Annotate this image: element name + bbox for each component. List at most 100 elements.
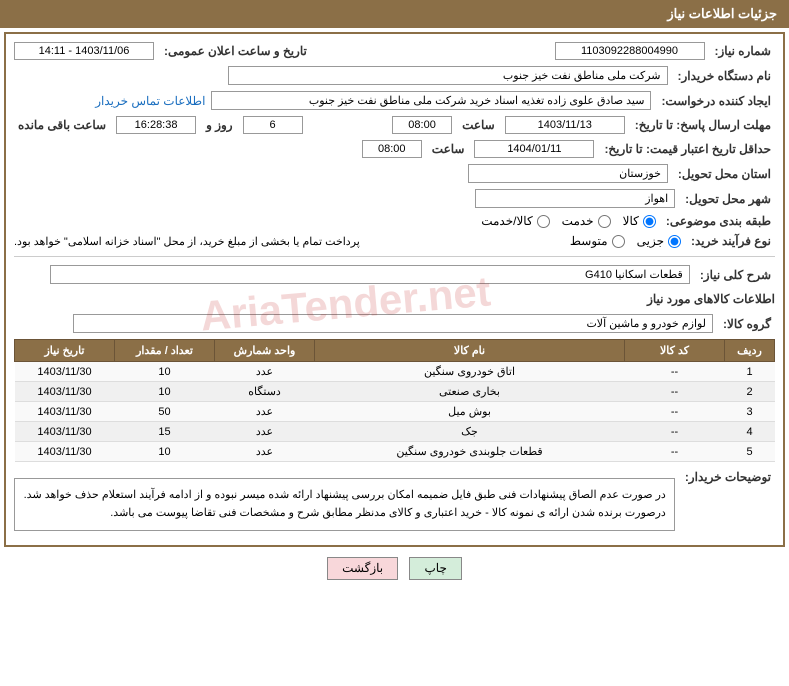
table-cell: عدد [215,362,315,382]
payment-note: پرداخت تمام یا بخشی از مبلغ خرید، از محل… [14,235,360,248]
radio-partial-item[interactable]: جزیی [637,234,681,248]
announce-date-label: تاریخ و ساعت اعلان عمومی: [160,44,311,58]
table-row: 5--قطعات جلوبندی خودروی سنگینعدد101403/1… [15,442,775,462]
radio-goods-service-item[interactable]: کالا/خدمت [481,214,549,228]
time-label-2: ساعت [428,142,469,156]
price-validity-label: حداقل تاریخ اعتبار قیمت: تا تاریخ: [600,142,775,156]
table-cell: 1 [725,362,775,382]
radio-partial[interactable] [668,235,681,248]
table-cell: بخاری صنعتی [315,382,625,402]
response-deadline-date: 1403/11/13 [505,116,625,134]
category-radio-group: کالا خدمت کالا/خدمت [481,214,656,228]
radio-service-item[interactable]: خدمت [562,214,611,228]
th-qty: تعداد / مقدار [115,340,215,362]
th-date: تاریخ نیاز [15,340,115,362]
radio-goods-item[interactable]: کالا [623,214,656,228]
table-cell: -- [625,402,725,422]
row-category: طبقه بندی موضوعی: کالا خدمت کالا/خدمت [14,214,775,228]
delivery-city-label: شهر محل تحویل: [681,192,775,206]
table-cell: 4 [725,422,775,442]
table-cell: عدد [215,402,315,422]
table-cell: -- [625,362,725,382]
th-name: نام کالا [315,340,625,362]
row-requester: ایجاد کننده درخواست: سید صادق علوی زاده … [14,91,775,110]
response-deadline-label: مهلت ارسال پاسخ: تا تاریخ: [631,118,775,132]
table-cell: بوش میل [315,402,625,422]
requester-value: سید صادق علوی زاده تغذیه اسناد خرید شرکت… [211,91,651,110]
buyer-org-value: شرکت ملی مناطق نفت خیز جنوب [228,66,668,85]
delivery-province-value: خوزستان [468,164,668,183]
row-buyer-notes: توضیحات خریدار: در صورت عدم الصاق پیشنها… [14,470,775,531]
table-cell: 10 [115,442,215,462]
price-validity-date: 1404/01/11 [474,140,594,158]
time-remaining: 16:28:38 [116,116,196,134]
table-row: 3--بوش میلعدد501403/11/30 [15,402,775,422]
general-desc-label: شرح کلی نیاز: [696,268,775,282]
table-header-row: ردیف کد کالا نام کالا واحد شمارش تعداد /… [15,340,775,362]
goods-group-label: گروه کالا: [719,317,775,331]
row-need-number: شماره نیاز: 1103092288004990 تاریخ و ساع… [14,42,775,60]
print-button[interactable]: چاپ [409,557,461,580]
buyer-notes-line2: درصورت برنده شدن ارائه ی نمونه کالا - خر… [23,505,666,523]
header-title: جزئیات اطلاعات نیاز [667,6,777,21]
table-cell: 2 [725,382,775,402]
back-button[interactable]: بازگشت [327,557,398,580]
category-label: طبقه بندی موضوعی: [662,214,775,228]
table-cell: 5 [725,442,775,462]
row-goods-group: گروه کالا: لوازم خودرو و ماشین آلات [14,314,775,333]
table-cell: 1403/11/30 [15,362,115,382]
th-code: کد کالا [625,340,725,362]
button-row: چاپ بازگشت [0,557,789,580]
table-cell: عدد [215,422,315,442]
table-cell: -- [625,382,725,402]
table-cell: 1403/11/30 [15,402,115,422]
table-cell: 1403/11/30 [15,382,115,402]
table-cell: 10 [115,362,215,382]
days-label: روز و [202,118,237,132]
need-number-value: 1103092288004990 [555,42,705,60]
table-cell: دستگاه [215,382,315,402]
row-buyer-org: نام دستگاه خریدار: شرکت ملی مناطق نفت خی… [14,66,775,85]
row-delivery-province: استان محل تحویل: خوزستان [14,164,775,183]
time-label-1: ساعت [458,118,499,132]
buyer-notes-box: در صورت عدم الصاق پیشنهادات فنی طبق فایل… [14,478,675,531]
requester-label: ایجاد کننده درخواست: [657,94,775,108]
page-header: جزئیات اطلاعات نیاز [0,0,789,28]
row-delivery-city: شهر محل تحویل: اهواز [14,189,775,208]
table-cell: 3 [725,402,775,422]
buyer-org-label: نام دستگاه خریدار: [674,69,776,83]
buyer-notes-label: توضیحات خریدار: [681,470,775,484]
table-cell: 1403/11/30 [15,442,115,462]
price-validity-time: 08:00 [362,140,422,158]
table-cell: -- [625,442,725,462]
general-desc-value: قطعات اسکانیا G410 [50,265,690,284]
table-row: 1--اتاق خودروی سنگینعدد101403/11/30 [15,362,775,382]
buyer-notes-line1: در صورت عدم الصاق پیشنهادات فنی طبق فایل… [23,487,666,505]
time-remaining-label: ساعت باقی مانده [14,118,110,132]
process-radio-group: جزیی متوسط [570,234,681,248]
radio-medium-item[interactable]: متوسط [570,234,625,248]
delivery-city-value: اهواز [475,189,675,208]
radio-service[interactable] [598,215,611,228]
row-price-validity: حداقل تاریخ اعتبار قیمت: تا تاریخ: 1404/… [14,140,775,158]
table-cell: جک [315,422,625,442]
th-row: ردیف [725,340,775,362]
row-general-desc: شرح کلی نیاز: قطعات اسکانیا G410 [14,265,775,284]
days-remaining: 6 [243,116,303,134]
radio-medium[interactable] [612,235,625,248]
table-cell: اتاق خودروی سنگین [315,362,625,382]
table-cell: 10 [115,382,215,402]
contact-link[interactable]: اطلاعات تماس خریدار [95,94,205,108]
table-cell: 15 [115,422,215,442]
delivery-province-label: استان محل تحویل: [674,167,775,181]
response-deadline-time: 08:00 [392,116,452,134]
announce-date-value: 1403/11/06 - 14:11 [14,42,154,60]
goods-group-value: لوازم خودرو و ماشین آلات [73,314,713,333]
purchase-process-label: نوع فرآیند خرید: [687,234,775,248]
radio-goods-service[interactable] [537,215,550,228]
table-cell: عدد [215,442,315,462]
table-cell: 50 [115,402,215,422]
row-response-deadline: مهلت ارسال پاسخ: تا تاریخ: 1403/11/13 سا… [14,116,775,134]
table-row: 4--جکعدد151403/11/30 [15,422,775,442]
radio-goods[interactable] [643,215,656,228]
